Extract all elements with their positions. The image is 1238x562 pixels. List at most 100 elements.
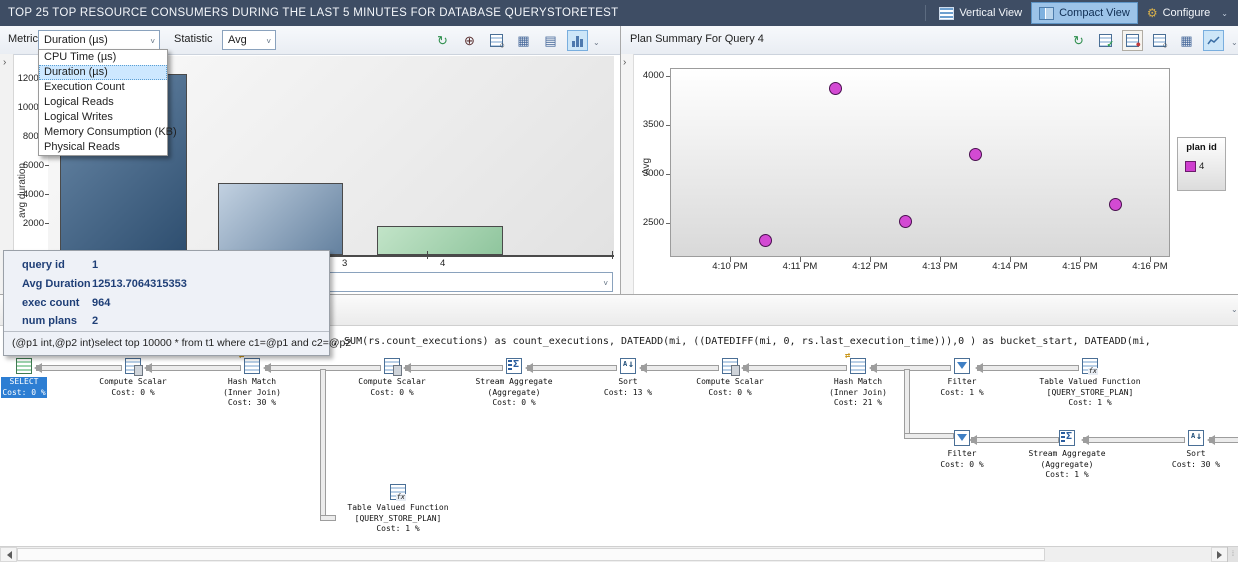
metric-dropdown[interactable]: Duration (µs) ˅: [38, 30, 160, 50]
y-tick-label: 3000: [642, 168, 664, 179]
scrollbar-thumb[interactable]: [17, 548, 1045, 561]
scroll-left-button[interactable]: [0, 547, 17, 562]
toolbar-overflow-icon[interactable]: ⌄: [1231, 305, 1238, 314]
query-zoom-icon[interactable]: ○: [486, 30, 507, 51]
x-tick-label: 4: [440, 258, 446, 269]
grid-view-icon[interactable]: ▦: [517, 32, 530, 48]
toolbar-overflow-icon[interactable]: ⌄: [1221, 8, 1228, 18]
y-tick-label: 3500: [642, 119, 664, 130]
query-tooltip: query id 1 Avg Duration 12513.7064315353…: [3, 250, 351, 356]
menu-item-execution-count[interactable]: Execution Count: [44, 81, 125, 93]
horizontal-splitter[interactable]: [0, 294, 1238, 295]
plan-node-hash-match[interactable]: Hash Match (Inner Join) Cost: 30 %: [204, 351, 300, 409]
right-arrow-icon: [1216, 550, 1226, 559]
stream-aggregate-icon: [1059, 430, 1075, 446]
execution-plan-pane[interactable]: SELECT Cost: 0 % Compute Scalar Cost: 0 …: [0, 351, 1238, 546]
bar-query-4[interactable]: [377, 226, 503, 255]
menu-item-cpu-time[interactable]: CPU Time (µs): [44, 51, 117, 63]
x-tick: [1150, 257, 1151, 262]
scatter-point[interactable]: [759, 234, 772, 247]
filter-icon: [954, 358, 970, 374]
plan-connector: [320, 515, 336, 521]
compare-plan-icon[interactable]: ○: [1149, 30, 1170, 51]
magnifier-icon: ○: [499, 40, 505, 50]
configure-gear-icon: ⚙: [1146, 6, 1158, 20]
plan-node-stream-aggregate[interactable]: Stream Aggregate (Aggregate) Cost: 0 %: [454, 358, 574, 409]
toolbar-overflow-icon[interactable]: ⌄: [1231, 38, 1238, 47]
plan-connector: [144, 363, 241, 373]
y-tick-label: 10000: [17, 102, 44, 113]
refresh-icon[interactable]: ↻: [437, 32, 448, 48]
mini-grid-icon: [1153, 34, 1166, 47]
plan-node-hash-match[interactable]: Hash Match (Inner Join) Cost: 21 %: [810, 351, 906, 409]
chevron-down-icon: ˅: [266, 37, 271, 46]
scatter-point[interactable]: [1109, 198, 1122, 211]
plan-connector-elbow: [320, 369, 326, 519]
plan-node-compute-scalar[interactable]: Compute Scalar Cost: 0 %: [344, 358, 440, 398]
scrollbar-corner-splitter[interactable]: ⁞: [1227, 547, 1238, 562]
x-tick: [870, 257, 871, 262]
plan-connector: [869, 363, 951, 373]
hash-match-icon: [845, 351, 866, 374]
left-pane-collapse-strip[interactable]: ›: [0, 54, 14, 294]
right-pane-collapse-strip[interactable]: ›: [621, 54, 634, 294]
plan-node-filter[interactable]: Filter Cost: 1 %: [924, 358, 1000, 398]
plan-node-table-valued-function[interactable]: Table Valued Function [QUERY_STORE_PLAN]…: [333, 484, 463, 535]
bar-chart-icon: [572, 35, 583, 47]
x-tick: [1080, 257, 1081, 262]
magnifier-icon: ○: [1162, 40, 1168, 50]
plan-id-legend: plan id 4: [1177, 137, 1226, 191]
vertical-view-button[interactable]: Vertical View: [932, 3, 1029, 23]
tooltip-value: 12513.7064315353: [92, 278, 187, 290]
chart-view-icon[interactable]: [567, 30, 588, 51]
y-tick: [666, 174, 670, 175]
crosshair-icon[interactable]: ⊕: [464, 32, 475, 48]
statistic-label: Statistic: [174, 33, 213, 45]
plan-connector: [904, 433, 954, 439]
plan-summary-title: Plan Summary For Query 4: [630, 33, 764, 45]
x-tick-label: 4:11 PM: [782, 261, 818, 272]
legend-item-label[interactable]: 4: [1199, 161, 1205, 172]
plan-node-select[interactable]: SELECT Cost: 0 %: [1, 358, 47, 398]
force-plan-icon[interactable]: ✓: [1095, 30, 1116, 51]
refresh-icon[interactable]: ↻: [1073, 32, 1084, 48]
details-grid-icon[interactable]: ▤: [544, 32, 557, 48]
chart-view-icon[interactable]: [1203, 30, 1224, 51]
menu-item-duration[interactable]: Duration (µs): [39, 65, 167, 80]
scatter-point[interactable]: [969, 148, 982, 161]
title-bar-buttons: Vertical View Compact View ⚙ Configure ⌄: [921, 0, 1228, 26]
menu-item-logical-writes[interactable]: Logical Writes: [44, 111, 113, 123]
plan-node-sort[interactable]: Sort Cost: 30 %: [1158, 430, 1234, 470]
plan-node-stream-aggregate[interactable]: Stream Aggregate (Aggregate) Cost: 1 %: [1007, 430, 1127, 481]
compact-view-icon: [1039, 6, 1055, 20]
scroll-right-button[interactable]: [1211, 547, 1228, 562]
statistic-dropdown[interactable]: Avg ˅: [222, 30, 276, 50]
plan-node-sort[interactable]: Sort Cost: 13 %: [590, 358, 666, 398]
configure-button[interactable]: ⚙ Configure: [1146, 6, 1211, 20]
scatter-point[interactable]: [899, 215, 912, 228]
y-tick-label: 2500: [642, 217, 664, 228]
compact-view-button[interactable]: Compact View: [1031, 2, 1138, 24]
horizontal-scrollbar[interactable]: ⁞: [0, 546, 1238, 562]
plan-node-table-valued-function[interactable]: Table Valued Function [QUERY_STORE_PLAN]…: [1025, 358, 1155, 409]
scatter-point[interactable]: [829, 82, 842, 95]
menu-item-logical-reads[interactable]: Logical Reads: [44, 96, 114, 108]
bar-query-3[interactable]: [218, 183, 343, 255]
collapse-chevron-icon[interactable]: ›: [3, 57, 7, 68]
toolbar-overflow-icon[interactable]: ⌄: [593, 38, 600, 47]
collapse-chevron-icon[interactable]: ›: [623, 57, 627, 68]
vertical-splitter[interactable]: [620, 26, 621, 294]
plan-node-compute-scalar[interactable]: Compute Scalar Cost: 0 %: [682, 358, 778, 398]
legend-swatch: [1185, 161, 1196, 172]
menu-item-physical-reads[interactable]: Physical Reads: [44, 141, 120, 153]
mini-grid-icon: [1126, 34, 1139, 47]
unforce-plan-icon[interactable]: ●: [1122, 30, 1143, 51]
menu-item-memory[interactable]: Memory Consumption (KB): [44, 126, 177, 138]
y-tick-label: 8000: [22, 131, 44, 142]
grid-view-icon[interactable]: ▦: [1180, 32, 1193, 48]
mini-grid-icon: [1099, 34, 1112, 47]
divider: [4, 331, 329, 332]
plan-node-filter[interactable]: Filter Cost: 0 %: [924, 430, 1000, 470]
plan-node-compute-scalar[interactable]: Compute Scalar Cost: 0 %: [85, 358, 181, 398]
